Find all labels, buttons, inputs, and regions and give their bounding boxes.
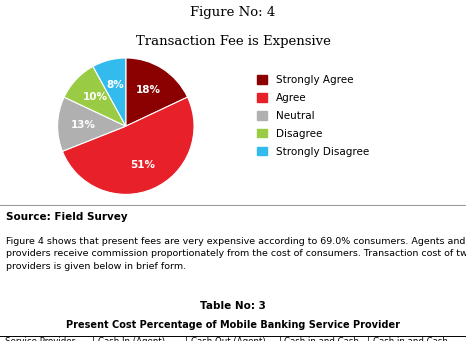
Text: Figure No: 4: Figure No: 4 [191,6,275,19]
Wedge shape [58,97,126,151]
Wedge shape [93,58,126,126]
Text: Figure 4 shows that present fees are very expensive according to 69.0% consumers: Figure 4 shows that present fees are ver… [6,237,466,270]
Text: 13%: 13% [71,120,96,130]
Text: 18%: 18% [136,86,161,95]
Text: Source: Field Survey: Source: Field Survey [6,212,127,222]
Text: Transaction Fee is Expensive: Transaction Fee is Expensive [136,35,330,48]
Text: Cash Out (Agent): Cash Out (Agent) [191,337,266,341]
Wedge shape [62,97,194,194]
Text: Service Provider: Service Provider [5,337,75,341]
Wedge shape [126,58,187,126]
Text: 10%: 10% [82,92,108,102]
Text: 8%: 8% [106,80,124,90]
Text: 51%: 51% [130,160,155,170]
Text: Cash in and Cash: Cash in and Cash [373,337,448,341]
Legend: Strongly Agree, Agree, Neutral, Disagree, Strongly Disagree: Strongly Agree, Agree, Neutral, Disagree… [257,75,369,157]
Text: Cash In (Agent): Cash In (Agent) [98,337,165,341]
Text: Table No: 3: Table No: 3 [200,301,266,311]
Text: Cash in and Cash: Cash in and Cash [284,337,359,341]
Wedge shape [64,66,126,126]
Text: Present Cost Percentage of Mobile Banking Service Provider: Present Cost Percentage of Mobile Bankin… [66,320,400,330]
